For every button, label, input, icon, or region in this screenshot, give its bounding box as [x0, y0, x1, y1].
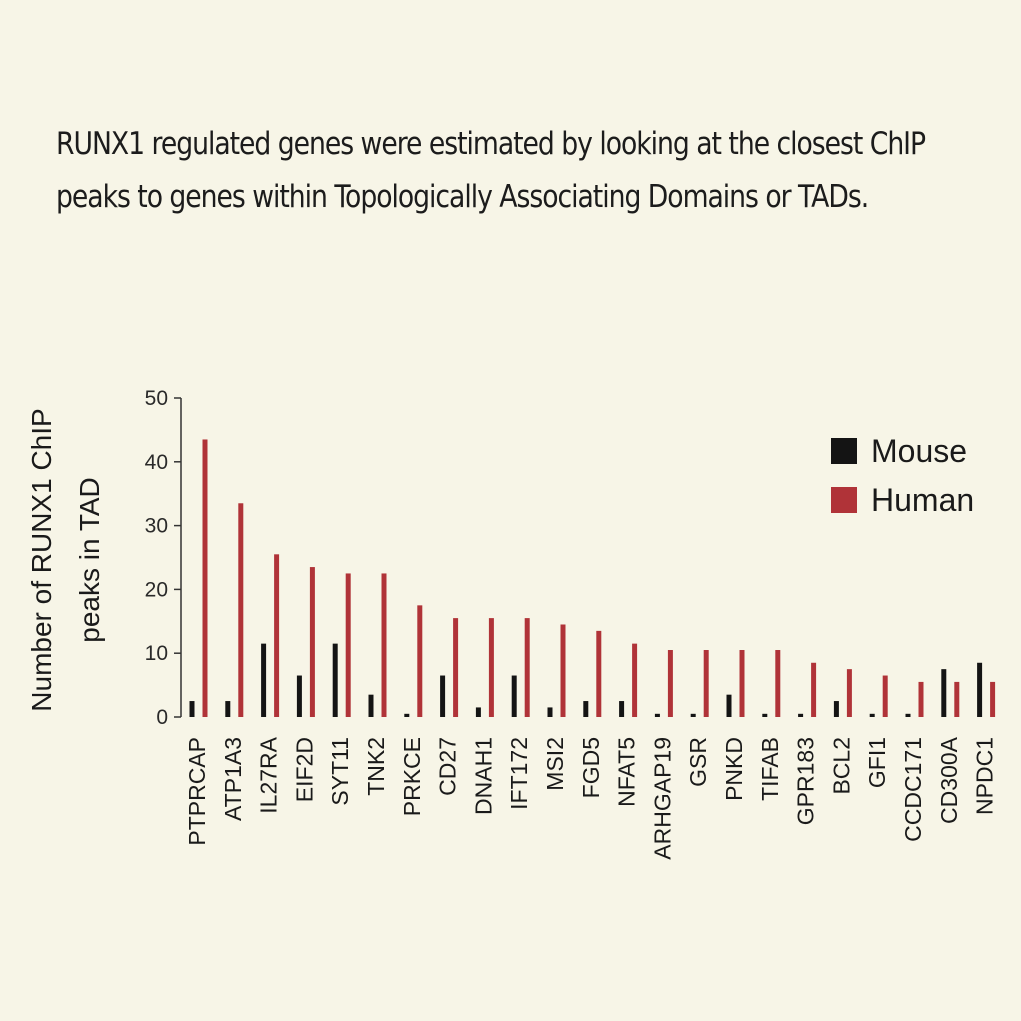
legend-label-human: Human — [871, 482, 974, 518]
legend-swatch-mouse — [831, 438, 857, 464]
x-category-label: PTPRCAP — [184, 737, 210, 846]
bar-mouse-msi2 — [547, 707, 553, 717]
bar-mouse-nfat5 — [619, 701, 625, 717]
bar-mouse-gpr183 — [798, 713, 804, 717]
y-tick-label: 40 — [145, 451, 168, 474]
bar-mouse-tnk2 — [368, 694, 374, 717]
bar-human-gsr — [703, 650, 709, 717]
y-axis-label-line1: Number of RUNX1 ChIP — [26, 408, 57, 711]
bar-mouse-cd27 — [440, 675, 446, 717]
bar-human-atp1a3 — [238, 503, 244, 717]
bar-human-ift172 — [524, 618, 530, 717]
bar-human-pnkd — [739, 650, 745, 717]
bar-human-bcl2 — [846, 669, 852, 717]
bar-mouse-dnah1 — [475, 707, 481, 717]
bar-human-nfat5 — [632, 643, 638, 717]
bar-mouse-gsr — [690, 713, 696, 717]
legend: Mouse Human — [831, 433, 974, 518]
y-tick-label: 10 — [145, 642, 168, 665]
legend-label-mouse: Mouse — [871, 433, 967, 469]
y-tick-label: 50 — [145, 387, 168, 410]
y-tick-label: 20 — [145, 578, 168, 601]
bar-human-syt11 — [345, 573, 351, 717]
bar-human-gpr183 — [811, 662, 817, 717]
bar-human-cd300a — [954, 681, 960, 717]
x-category-label: TNK2 — [363, 737, 389, 796]
bar-human-arhgap19 — [667, 650, 673, 717]
bar-mouse-atp1a3 — [225, 701, 231, 717]
x-category-label: BCL2 — [828, 737, 854, 795]
x-category-label: SYT11 — [327, 737, 353, 806]
bar-human-prkce — [417, 605, 423, 717]
bar-mouse-npdc1 — [977, 662, 983, 717]
y-tick-label: 30 — [145, 515, 168, 538]
bar-human-cd27 — [453, 618, 459, 717]
y-tick-label: 0 — [156, 706, 168, 729]
bar-human-tnk2 — [381, 573, 387, 717]
x-category-label: NFAT5 — [614, 737, 640, 807]
bar-human-gfi1 — [882, 675, 888, 717]
x-category-label: CD300A — [936, 736, 962, 824]
x-category-label: ARHGAP19 — [649, 737, 675, 860]
bar-mouse-bcl2 — [833, 701, 839, 717]
legend-swatch-human — [831, 487, 857, 513]
x-category-label: DNAH1 — [470, 737, 496, 815]
bar-mouse-syt11 — [332, 643, 338, 717]
x-category-label: GPR183 — [793, 737, 819, 825]
x-category-label: FGD5 — [578, 737, 604, 798]
x-category-label: GFI1 — [864, 737, 890, 788]
x-category-label: PRKCE — [399, 737, 425, 816]
x-category-label: TIFAB — [757, 737, 783, 801]
x-category-label: ATP1A3 — [220, 737, 246, 821]
bar-mouse-prkce — [404, 713, 410, 717]
bar-mouse-ccdc171 — [905, 713, 911, 717]
bar-mouse-gfi1 — [869, 713, 875, 717]
bar-human-eif2d — [309, 567, 315, 717]
bar-human-il27ra — [274, 554, 280, 717]
bar-mouse-pnkd — [726, 694, 732, 717]
bar-mouse-cd300a — [941, 669, 947, 717]
x-category-label: PNKD — [721, 737, 747, 801]
bar-mouse-il27ra — [261, 643, 267, 717]
bar-human-fgd5 — [596, 630, 602, 717]
bar-human-npdc1 — [990, 681, 996, 717]
bars — [189, 439, 996, 717]
bar-human-msi2 — [560, 624, 566, 717]
x-category-label: IL27RA — [256, 736, 282, 813]
bar-human-ccdc171 — [918, 681, 924, 717]
bar-mouse-tifab — [762, 713, 768, 717]
x-category-label: IFT172 — [506, 737, 532, 810]
x-category-label: CCDC171 — [900, 737, 926, 842]
x-category-label: EIF2D — [291, 737, 317, 802]
y-axis-label-line2: peaks in TAD — [74, 477, 105, 642]
x-category-label: NPDC1 — [972, 737, 998, 815]
x-category-label: MSI2 — [542, 737, 568, 791]
x-category-label: GSR — [685, 737, 711, 787]
bar-human-dnah1 — [488, 618, 494, 717]
bar-human-ptprcap — [202, 439, 208, 717]
caption-text: RUNX1 regulated genes were estimated by … — [56, 126, 926, 215]
bar-human-tifab — [775, 650, 781, 717]
x-axis-labels: PTPRCAP ATP1A3 IL27RA EIF2D SYT11 TNK2 PRKCE CD… — [184, 736, 998, 859]
bar-mouse-eif2d — [296, 675, 302, 717]
bar-mouse-fgd5 — [583, 701, 589, 717]
bar-mouse-arhgap19 — [654, 713, 660, 717]
bar-mouse-ptprcap — [189, 701, 195, 717]
x-category-label: CD27 — [435, 737, 461, 796]
bar-mouse-ift172 — [511, 675, 517, 717]
y-axis: 0 10 20 30 40 50 — [145, 387, 182, 729]
